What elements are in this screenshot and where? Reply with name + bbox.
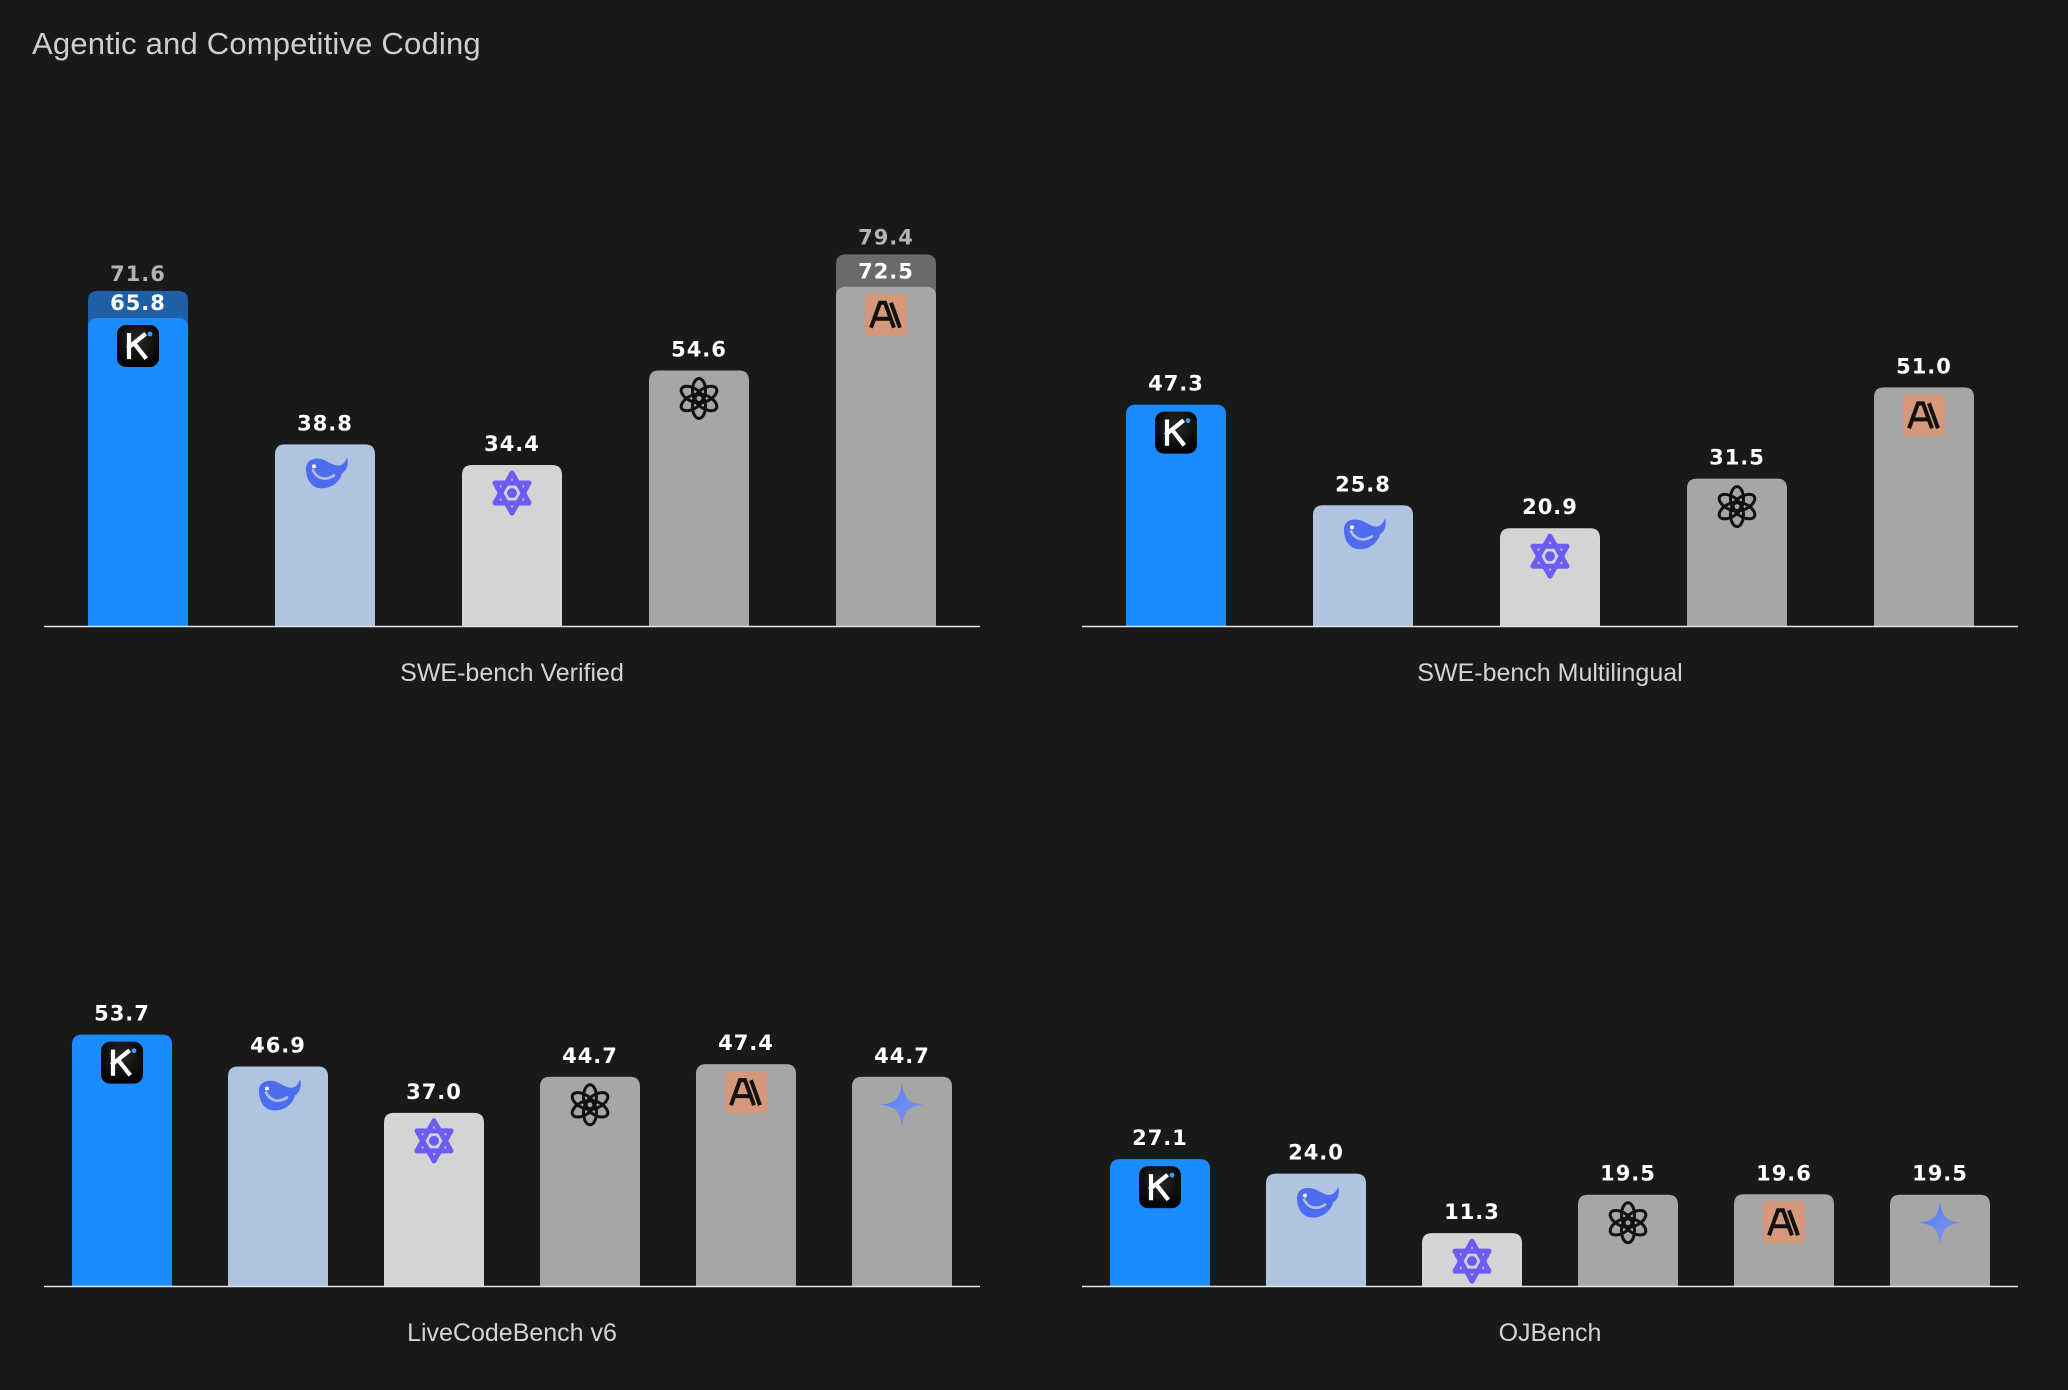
bar bbox=[540, 1076, 640, 1286]
bar-value-label: 46.9 bbox=[250, 1034, 306, 1058]
anthropic-a-icon bbox=[725, 1071, 767, 1114]
qwen-star-icon bbox=[414, 1118, 454, 1164]
openai-knot-icon bbox=[679, 376, 719, 420]
bar bbox=[228, 1066, 328, 1286]
bar bbox=[1266, 1173, 1366, 1286]
bar-group-qwen: 34.4 bbox=[462, 432, 562, 626]
bar bbox=[1874, 387, 1974, 626]
bar-group-openai: 19.5 bbox=[1578, 1162, 1678, 1286]
deepseek-whale-icon bbox=[259, 1079, 301, 1111]
gemini-sparkle-icon bbox=[880, 1082, 924, 1127]
gemini-sparkle-icon bbox=[1918, 1200, 1962, 1245]
bar-group-qwen: 37.0 bbox=[384, 1080, 484, 1286]
bar-value-label: 19.6 bbox=[1756, 1161, 1812, 1185]
bar-value-label: 44.7 bbox=[562, 1044, 618, 1068]
bar-group-deepseek: 46.9 bbox=[228, 1034, 328, 1286]
deepseek-whale-icon bbox=[1297, 1186, 1339, 1218]
chart-panel: 47.3 25.8 20.9 31.5 51.0 SWE-bench Multilingu… bbox=[1082, 354, 2018, 687]
bar bbox=[88, 318, 188, 626]
bar-value-label: 34.4 bbox=[484, 432, 540, 456]
deepseek-whale-icon bbox=[1344, 518, 1386, 550]
bar-value-label: 47.3 bbox=[1148, 372, 1204, 396]
bar bbox=[696, 1064, 796, 1286]
bar-value-label: 37.0 bbox=[406, 1080, 462, 1104]
bar bbox=[836, 286, 936, 626]
bar-group-openai: 44.7 bbox=[540, 1044, 640, 1286]
bar-group-deepseek: 24.0 bbox=[1266, 1141, 1366, 1286]
bar-value-label: 53.7 bbox=[94, 1002, 150, 1026]
bar-group-anthropic: 51.0 bbox=[1874, 354, 1974, 626]
kimi-k-icon bbox=[1139, 1166, 1181, 1209]
bar-extended-value-label: 79.4 bbox=[858, 225, 914, 249]
bar-value-label: 27.1 bbox=[1132, 1126, 1188, 1150]
bar-value-label: 72.5 bbox=[858, 260, 914, 284]
kimi-k-icon bbox=[1155, 411, 1197, 454]
benchmark-label: OJBench bbox=[1499, 1319, 1602, 1347]
bar-group-qwen: 11.3 bbox=[1422, 1200, 1522, 1286]
bar bbox=[462, 465, 562, 626]
bar-value-label: 20.9 bbox=[1522, 495, 1578, 519]
bar-group-kimi: 71.6 65.8 bbox=[88, 262, 188, 626]
bar-group-gemini: 44.7 bbox=[852, 1044, 952, 1286]
openai-knot-icon bbox=[1717, 485, 1757, 529]
bar-value-label: 51.0 bbox=[1896, 354, 1952, 378]
bar-group-gemini: 19.5 bbox=[1890, 1162, 1990, 1286]
bar-value-label: 19.5 bbox=[1600, 1162, 1656, 1186]
chart-panel: 27.1 24.0 11.3 19.5 19.6 19.5 OJBench bbox=[1082, 1126, 2018, 1347]
kimi-k-icon bbox=[117, 325, 159, 368]
benchmark-label: SWE-bench Multilingual bbox=[1417, 659, 1682, 687]
chart-panel: 53.7 46.9 37.0 44.7 47.4 44.7 LiveCodeBench v6 bbox=[44, 1002, 980, 1347]
bar-value-label: 54.6 bbox=[671, 337, 727, 361]
bar bbox=[649, 370, 749, 626]
bar bbox=[275, 444, 375, 626]
bar-value-label: 44.7 bbox=[874, 1044, 930, 1068]
kimi-k-icon bbox=[101, 1041, 143, 1084]
qwen-star-icon bbox=[1530, 533, 1570, 579]
anthropic-a-icon bbox=[1903, 394, 1945, 437]
bar-group-qwen: 20.9 bbox=[1500, 495, 1600, 626]
bar-value-label: 24.0 bbox=[1288, 1141, 1344, 1165]
qwen-star-icon bbox=[1452, 1238, 1492, 1284]
bar bbox=[72, 1034, 172, 1286]
bar bbox=[1687, 478, 1787, 626]
bar bbox=[384, 1112, 484, 1286]
bar bbox=[1578, 1194, 1678, 1286]
bar-group-kimi: 47.3 bbox=[1126, 372, 1226, 626]
bar bbox=[1126, 404, 1226, 626]
bar-group-openai: 54.6 bbox=[649, 337, 749, 626]
bar-value-label: 19.5 bbox=[1912, 1162, 1968, 1186]
bar-group-kimi: 53.7 bbox=[72, 1002, 172, 1286]
anthropic-a-icon bbox=[865, 293, 907, 336]
bar-group-openai: 31.5 bbox=[1687, 446, 1787, 626]
bar-extended-value-label: 71.6 bbox=[110, 262, 166, 286]
bar-value-label: 31.5 bbox=[1709, 446, 1765, 470]
bar-value-label: 25.8 bbox=[1335, 472, 1391, 496]
bar bbox=[1313, 505, 1413, 626]
bar-value-label: 47.4 bbox=[718, 1031, 774, 1055]
page-title: Agentic and Competitive Coding bbox=[32, 26, 481, 61]
openai-knot-icon bbox=[570, 1083, 610, 1127]
bar bbox=[1110, 1159, 1210, 1286]
bar-group-anthropic: 19.6 bbox=[1734, 1161, 1834, 1286]
bar-group-anthropic: 79.4 72.5 bbox=[836, 225, 936, 626]
bar-group-deepseek: 25.8 bbox=[1313, 472, 1413, 626]
deepseek-whale-icon bbox=[306, 457, 348, 489]
bar-value-label: 38.8 bbox=[297, 411, 353, 435]
bar-value-label: 65.8 bbox=[110, 291, 166, 315]
benchmark-label: LiveCodeBench v6 bbox=[407, 1319, 617, 1347]
bar-group-kimi: 27.1 bbox=[1110, 1126, 1210, 1286]
anthropic-a-icon bbox=[1763, 1201, 1805, 1244]
bar bbox=[852, 1076, 952, 1286]
qwen-star-icon bbox=[492, 470, 532, 516]
chart-panel: 71.6 65.8 38.8 34.4 54.6 79.4 72.5 SWE-bench Ve… bbox=[44, 225, 980, 687]
bar-group-anthropic: 47.4 bbox=[696, 1031, 796, 1286]
bar-group-deepseek: 38.8 bbox=[275, 411, 375, 626]
openai-knot-icon bbox=[1608, 1201, 1648, 1245]
benchmark-label: SWE-bench Verified bbox=[400, 659, 624, 687]
bar-value-label: 11.3 bbox=[1444, 1200, 1500, 1224]
